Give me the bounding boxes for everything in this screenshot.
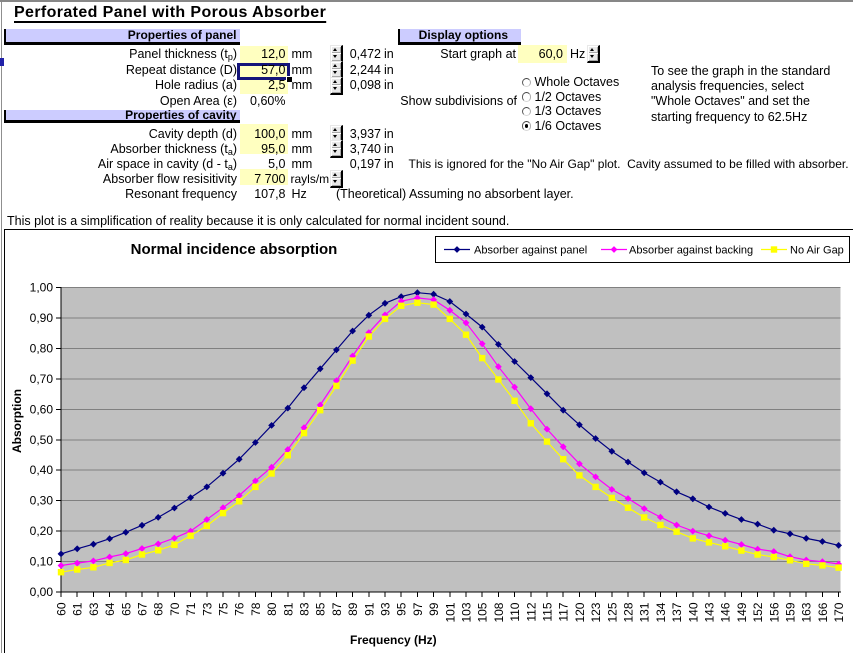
svg-text:93: 93 <box>379 602 393 616</box>
svg-text:159: 159 <box>784 602 798 622</box>
svg-text:91: 91 <box>362 602 376 616</box>
svg-text:128: 128 <box>622 602 636 622</box>
svg-text:68: 68 <box>152 602 166 616</box>
svg-text:1,00: 1,00 <box>30 281 54 295</box>
svg-text:115: 115 <box>541 602 555 621</box>
svg-text:Absorption: Absorption <box>10 389 24 453</box>
svg-text:0,60: 0,60 <box>30 402 54 416</box>
svg-text:87: 87 <box>330 602 344 616</box>
svg-text:123: 123 <box>589 602 603 622</box>
svg-text:101: 101 <box>443 602 457 622</box>
svg-text:75: 75 <box>217 602 231 616</box>
svg-text:0,30: 0,30 <box>30 494 54 508</box>
svg-text:108: 108 <box>492 602 506 622</box>
svg-text:166: 166 <box>816 602 830 622</box>
svg-text:137: 137 <box>670 602 684 622</box>
svg-text:78: 78 <box>249 602 263 616</box>
svg-text:76: 76 <box>233 602 247 616</box>
svg-text:140: 140 <box>686 602 700 622</box>
svg-text:163: 163 <box>800 602 814 622</box>
svg-text:0,70: 0,70 <box>30 372 54 386</box>
svg-text:63: 63 <box>87 602 101 616</box>
svg-text:103: 103 <box>460 602 474 622</box>
svg-text:65: 65 <box>119 602 133 616</box>
svg-text:149: 149 <box>735 602 749 622</box>
svg-text:156: 156 <box>767 602 781 622</box>
svg-text:152: 152 <box>751 602 765 622</box>
svg-text:134: 134 <box>654 602 668 622</box>
svg-text:0,20: 0,20 <box>30 524 54 538</box>
svg-text:70: 70 <box>168 602 182 616</box>
svg-text:0,00: 0,00 <box>30 585 54 599</box>
svg-text:Normal incidence absorption: Normal incidence absorption <box>131 241 338 258</box>
svg-text:112: 112 <box>524 602 538 621</box>
svg-text:81: 81 <box>281 602 295 616</box>
svg-text:67: 67 <box>136 602 150 616</box>
svg-text:125: 125 <box>605 602 619 622</box>
svg-text:Absorber against panel: Absorber against panel <box>474 245 587 257</box>
svg-text:0,10: 0,10 <box>30 555 54 569</box>
svg-text:99: 99 <box>427 602 441 616</box>
svg-text:No Air Gap: No Air Gap <box>790 245 844 257</box>
svg-text:97: 97 <box>411 602 425 616</box>
svg-text:131: 131 <box>638 602 652 622</box>
svg-text:71: 71 <box>184 602 198 616</box>
svg-text:110: 110 <box>508 602 522 621</box>
svg-text:0,80: 0,80 <box>30 341 54 355</box>
svg-text:Absorber against backing: Absorber against backing <box>629 245 753 257</box>
svg-text:143: 143 <box>703 602 717 622</box>
svg-text:Frequency (Hz): Frequency (Hz) <box>350 633 437 647</box>
svg-text:0,90: 0,90 <box>30 311 54 325</box>
svg-text:83: 83 <box>298 602 312 616</box>
svg-text:80: 80 <box>265 602 279 616</box>
svg-text:120: 120 <box>573 602 587 622</box>
svg-text:89: 89 <box>346 602 360 616</box>
svg-text:85: 85 <box>314 602 328 616</box>
svg-text:146: 146 <box>719 602 733 622</box>
svg-text:0,40: 0,40 <box>30 463 54 477</box>
svg-text:73: 73 <box>200 602 214 616</box>
svg-text:0,50: 0,50 <box>30 433 54 447</box>
svg-text:64: 64 <box>103 602 117 616</box>
svg-text:60: 60 <box>55 602 69 616</box>
svg-text:170: 170 <box>832 602 846 622</box>
svg-text:105: 105 <box>476 602 490 622</box>
svg-text:95: 95 <box>395 602 409 616</box>
svg-text:117: 117 <box>557 602 571 621</box>
svg-text:61: 61 <box>71 602 85 616</box>
